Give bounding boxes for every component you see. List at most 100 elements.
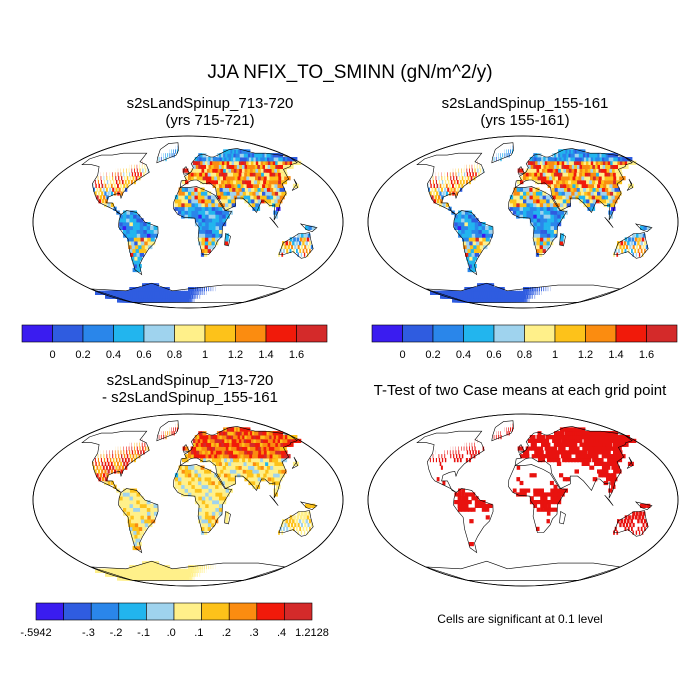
grid-cell: [225, 168, 231, 173]
grid-cell: [303, 237, 306, 242]
grid-cell: [210, 565, 212, 570]
grid-cell: [150, 237, 155, 242]
grid-cell: [549, 480, 554, 486]
grid-cell: [181, 576, 185, 581]
grid-cell: [198, 199, 202, 204]
grid-cell: [133, 237, 139, 242]
grid-cell: [135, 454, 138, 459]
grid-cell: [247, 199, 253, 204]
grid-cell: [606, 183, 612, 188]
grid-cell: [458, 446, 459, 451]
grid-cell: [218, 214, 223, 219]
grid-cell: [198, 492, 203, 497]
grid-cell: [540, 229, 544, 234]
grid-cell: [477, 168, 479, 173]
grid-cell: [566, 202, 571, 208]
grid-cell: [178, 473, 182, 478]
grid-cell: [194, 218, 199, 223]
grid-cell: [208, 225, 213, 230]
grid-cell: [139, 503, 144, 508]
grid-cell: [201, 503, 206, 508]
grid-cell: [282, 248, 285, 253]
grid-cell: [556, 461, 562, 466]
grid-cell: [550, 488, 555, 493]
grid-cell: [557, 187, 562, 192]
grid-cell: [201, 210, 206, 215]
grid-cell: [279, 168, 287, 173]
grid-cell: [137, 450, 139, 455]
grid-cell: [191, 199, 196, 204]
grid-cell: [188, 477, 192, 482]
grid-cell: [553, 210, 558, 215]
grid-cell: [538, 164, 543, 169]
grid-cell: [436, 199, 440, 204]
grid-cell: [143, 233, 148, 238]
grid-cell: [139, 218, 144, 223]
grid-cell: [240, 183, 246, 188]
grid-cell: [120, 172, 122, 177]
grid-cell: [500, 153, 501, 158]
grid-cell: [220, 469, 225, 474]
grid-cell: [99, 473, 103, 478]
grid-cell: [185, 176, 189, 181]
grid-cell: [181, 290, 185, 295]
grid-cell: [150, 229, 155, 234]
grid-cell: [130, 241, 136, 246]
grid-cell: [141, 519, 146, 524]
grid-cell: [175, 568, 180, 573]
grid-cell: [232, 465, 237, 470]
grid-cell: [550, 507, 555, 512]
coastlines: [416, 142, 653, 303]
grid-cell: [198, 446, 203, 451]
grid-cell: [533, 442, 537, 447]
grid-cell: [464, 248, 469, 253]
grid-cell: [533, 290, 535, 295]
grid-cell: [249, 191, 254, 196]
grid-cell: [227, 199, 232, 204]
grid-cell: [112, 176, 114, 181]
grid-cell: [171, 431, 173, 436]
grid-cell: [612, 461, 619, 466]
coastlines: [81, 142, 318, 303]
grid-cell: [132, 538, 138, 543]
grid-cell: [215, 515, 219, 520]
colorbar-tick-label: 1.2: [228, 349, 243, 361]
grid-cell: [488, 225, 493, 230]
grid-cell: [613, 191, 619, 196]
grid-cell: [546, 237, 551, 242]
grid-cell: [189, 576, 191, 581]
grid-cell: [264, 477, 269, 482]
grid-cell: [461, 168, 462, 173]
coastline: [81, 430, 150, 493]
grid-cell: [519, 298, 523, 303]
grid-cell: [121, 465, 124, 470]
grid-cell: [590, 183, 596, 188]
grid-cell: [453, 454, 455, 459]
grid-cell: [566, 438, 573, 443]
grid-cell: [221, 172, 227, 177]
grid-cell: [119, 500, 123, 505]
grid-cell: [195, 442, 200, 447]
grid-cell: [228, 183, 233, 188]
grid-cell: [523, 206, 527, 211]
grid-cell: [459, 458, 462, 463]
grid-cell: [222, 210, 227, 215]
grid-cell: [296, 526, 298, 531]
coastline: [634, 501, 653, 510]
grid-cell: [139, 252, 145, 257]
grid-cell: [191, 473, 196, 478]
grid-cell: [481, 503, 486, 508]
grid-cell: [271, 469, 277, 474]
grid-cell: [174, 195, 179, 200]
grid-cell: [431, 187, 434, 192]
grid-cell: [432, 180, 434, 185]
grid-cell: [195, 438, 199, 443]
grid-cell: [541, 180, 545, 185]
grid-cell: [529, 290, 531, 295]
grid-cell: [135, 538, 141, 543]
grid-cell: [221, 180, 226, 185]
grid-cell: [603, 183, 609, 188]
grid-cell: [200, 191, 205, 196]
grid-cell: [279, 195, 285, 200]
grid-cell: [519, 488, 524, 493]
